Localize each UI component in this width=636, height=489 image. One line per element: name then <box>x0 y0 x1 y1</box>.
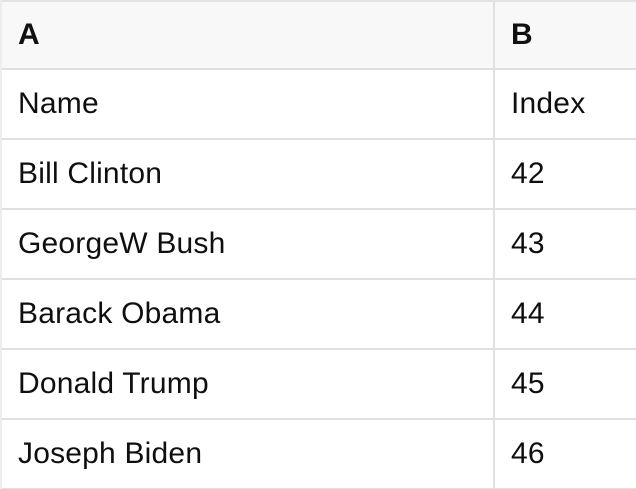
cell-name[interactable]: GeorgeW Bush <box>2 210 495 278</box>
table-row: Donald Trump 45 <box>2 350 636 420</box>
cell-index[interactable]: 46 <box>511 437 545 470</box>
cell-index[interactable]: 45 <box>511 367 545 400</box>
table-row: Joseph Biden 46 <box>2 420 636 489</box>
column-header-b[interactable]: B <box>511 18 533 51</box>
cell-index[interactable]: 42 <box>511 157 545 190</box>
column-header-row: A B <box>2 2 636 70</box>
cell-index[interactable]: Index <box>511 87 586 120</box>
column-header-a[interactable]: A <box>2 2 495 68</box>
table-row: Name Index <box>2 70 636 140</box>
cell-name[interactable]: Name <box>2 70 495 138</box>
cell-name[interactable]: Bill Clinton <box>2 140 495 208</box>
cell-name[interactable]: Donald Trump <box>2 350 495 418</box>
cell-name[interactable]: Barack Obama <box>2 280 495 348</box>
table-row: Barack Obama 44 <box>2 280 636 350</box>
table-row: GeorgeW Bush 43 <box>2 210 636 280</box>
cell-index[interactable]: 43 <box>511 227 545 260</box>
cell-index[interactable]: 44 <box>511 297 545 330</box>
cell-name[interactable]: Joseph Biden <box>2 420 495 488</box>
table-row: Bill Clinton 42 <box>2 140 636 210</box>
